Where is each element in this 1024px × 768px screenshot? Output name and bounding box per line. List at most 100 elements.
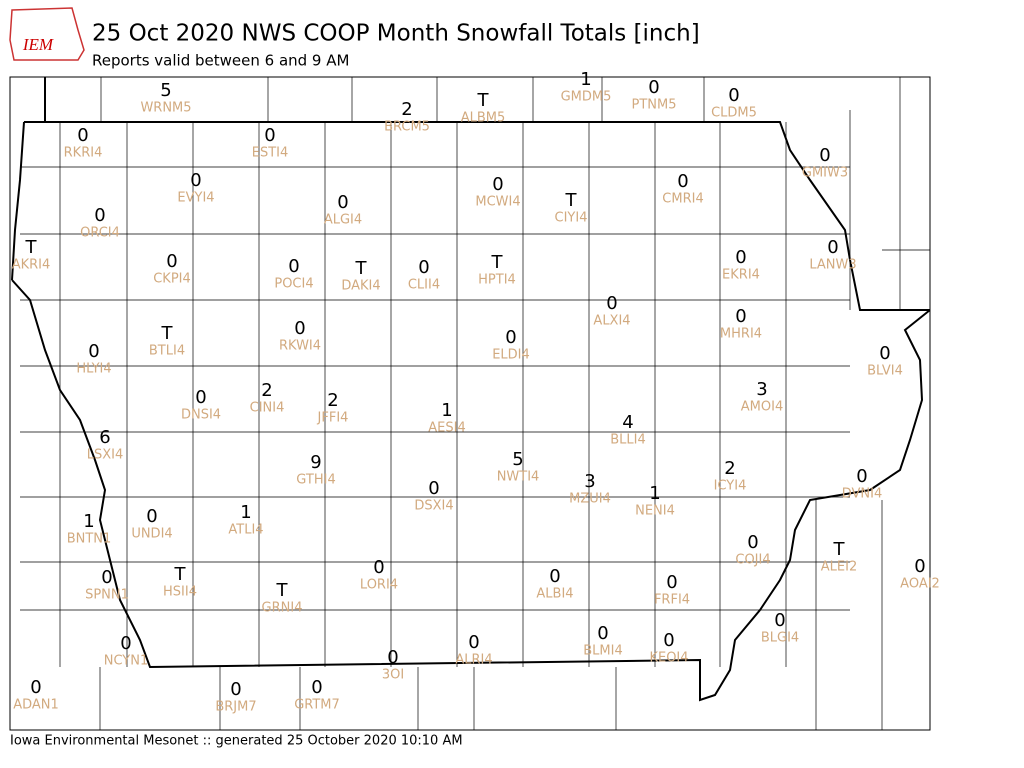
station-id: ADAN1 <box>13 698 59 713</box>
station-value: 0 <box>373 557 384 578</box>
station-value: 0 <box>728 85 739 106</box>
station-id: RKWI4 <box>279 339 321 354</box>
station-id: DSXI4 <box>414 499 453 514</box>
station-id: RKRI4 <box>64 146 103 161</box>
station-id: BRJM7 <box>215 700 256 715</box>
station-value: 0 <box>88 341 99 362</box>
station-id: FRFI4 <box>654 593 690 608</box>
station-value: 2 <box>724 458 735 479</box>
title: 25 Oct 2020 NWS COOP Month Snowfall Tota… <box>92 21 700 47</box>
station-id: CIYI4 <box>555 211 588 226</box>
subtitle: Reports valid between 6 and 9 AM <box>92 52 349 70</box>
station-value: T <box>355 258 368 279</box>
station-id: HSII4 <box>163 585 197 600</box>
station-value: T <box>491 252 504 273</box>
station-value: 0 <box>146 506 157 527</box>
station-value: 0 <box>648 77 659 98</box>
station-value: 9 <box>310 452 321 473</box>
station-value: 5 <box>160 80 171 101</box>
station-value: 3 <box>756 379 767 400</box>
station-value: T <box>161 323 174 344</box>
station-id: SPNN1 <box>85 588 129 603</box>
station-value: T <box>477 90 490 111</box>
station-id: ALGI4 <box>324 213 362 228</box>
station-id: CKPI4 <box>153 272 191 287</box>
station-id: CINI4 <box>250 401 285 416</box>
station-value: T <box>833 539 846 560</box>
station-value: 1 <box>83 511 94 532</box>
station-value: 1 <box>240 502 251 523</box>
station-value: 0 <box>387 647 398 668</box>
logo: IEM <box>9 7 85 61</box>
station-id: GRNI4 <box>262 601 303 616</box>
station-id: AESI4 <box>428 421 465 436</box>
station-value: 0 <box>230 679 241 700</box>
station-value: 2 <box>261 380 272 401</box>
logo-text: IEM <box>22 35 54 54</box>
station-value: 0 <box>663 630 674 651</box>
station-value: 0 <box>195 387 206 408</box>
station-value: T <box>25 237 38 258</box>
station-id: ALXI4 <box>593 314 630 329</box>
state-border <box>11 121 931 702</box>
station-value: 0 <box>666 572 677 593</box>
station-id: ESTI4 <box>252 146 289 161</box>
station-value: 0 <box>505 327 516 348</box>
station-id: 3OI <box>382 668 404 683</box>
station-value: 0 <box>468 632 479 653</box>
station-id: GMIW3 <box>802 166 848 181</box>
station-value: 0 <box>428 478 439 499</box>
station-value: T <box>276 580 289 601</box>
station-value: T <box>565 190 578 211</box>
station-id: COJI4 <box>735 553 770 568</box>
station-id: GMDM5 <box>561 90 612 105</box>
station-id: NCYN1 <box>104 654 149 669</box>
station-value: 0 <box>856 466 867 487</box>
station-value: 0 <box>120 633 131 654</box>
station-value: 0 <box>747 532 758 553</box>
station-value: 2 <box>401 99 412 120</box>
station-value: 3 <box>584 471 595 492</box>
station-id: DVNI4 <box>842 487 883 502</box>
station-value: 0 <box>735 247 746 268</box>
station-id: LORI4 <box>360 578 398 593</box>
station-value: 0 <box>549 566 560 587</box>
station-value: 2 <box>327 390 338 411</box>
station-value: 5 <box>512 449 523 470</box>
station-id: EVYI4 <box>177 191 214 206</box>
station-id: LSXI4 <box>87 448 124 463</box>
station-id: BLVI4 <box>867 364 903 379</box>
